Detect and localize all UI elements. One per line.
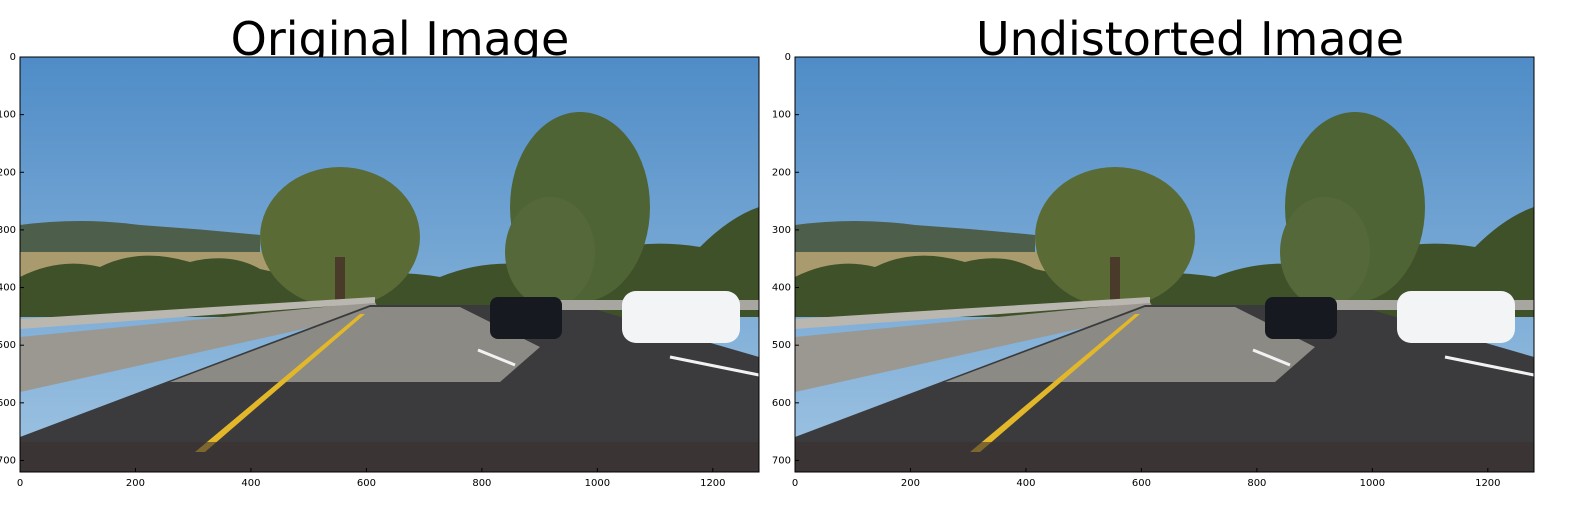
y-tick-label: 500 <box>772 340 791 351</box>
yellow-lane-line <box>970 314 1140 452</box>
y-tick-label: 0 <box>10 52 16 63</box>
white-dash-2 <box>669 355 760 377</box>
tree-left-trunk <box>335 257 345 307</box>
left-barrier <box>795 302 1155 392</box>
x-tick-label: 1200 <box>1475 478 1500 489</box>
x-tick-label: 200 <box>901 478 920 489</box>
y-tick-label: 200 <box>772 167 791 178</box>
concrete-patch <box>945 307 1315 382</box>
x-tick-label: 1000 <box>585 478 610 489</box>
x-tick-label: 600 <box>357 478 376 489</box>
y-tick-label: 600 <box>0 398 16 409</box>
x-tick-label: 0 <box>17 478 23 489</box>
road <box>20 305 759 472</box>
y-ticks: 0 100 200 300 400 500 600 700 <box>0 52 24 466</box>
guard-rail <box>795 297 1150 329</box>
y-tick-label: 500 <box>0 340 16 351</box>
y-tick-label: 300 <box>0 225 16 236</box>
tree-left-trunk <box>1110 257 1120 307</box>
photo-group <box>20 57 760 472</box>
undistorted-image-panel: Undistorted Image 0 200 400 600 800 1000 1200 … <box>772 0 1570 510</box>
x-tick-label: 400 <box>241 478 260 489</box>
original-image-panel: Original Image 0 200 400 600 800 1000 1200 0 10… <box>0 0 780 510</box>
tree-left <box>260 167 420 307</box>
axes-original: 0 200 400 600 800 1000 1200 0 100 200 300 400 500 60… <box>0 52 760 489</box>
y-tick-label: 400 <box>772 283 791 294</box>
road <box>795 305 1534 472</box>
hills <box>20 221 260 262</box>
white-dash-1 <box>477 348 516 367</box>
x-tick-label: 800 <box>1247 478 1266 489</box>
x-tick-label: 1200 <box>700 478 725 489</box>
white-dash-2 <box>1444 355 1535 377</box>
white-car <box>1397 291 1515 343</box>
x-tick-label: 200 <box>126 478 145 489</box>
concrete-patch <box>170 307 540 382</box>
axes-frame <box>19 56 760 473</box>
y-tick-label: 0 <box>785 52 791 63</box>
x-ticks: 0 200 400 600 800 1000 1200 <box>792 468 1501 489</box>
y-tick-label: 100 <box>772 110 791 121</box>
x-ticks: 0 200 400 600 800 1000 1200 <box>17 468 726 489</box>
x-tick-label: 1000 <box>1360 478 1385 489</box>
x-tick-label: 400 <box>1016 478 1035 489</box>
hood-shadow <box>20 442 759 472</box>
y-ticks: 0 100 200 300 400 500 600 700 <box>772 52 799 466</box>
y-tick-label: 400 <box>0 283 16 294</box>
x-tick-label: 600 <box>1132 478 1151 489</box>
axes-frame <box>794 56 1535 473</box>
y-tick-label: 100 <box>0 110 16 121</box>
yellow-lane-line <box>195 314 365 452</box>
black-car <box>490 297 562 339</box>
tree-right-2 <box>1280 197 1370 307</box>
y-tick-label: 300 <box>772 225 791 236</box>
guard-rail <box>20 297 375 329</box>
x-tick-label: 0 <box>792 478 798 489</box>
hills <box>795 221 1035 262</box>
white-dash-1 <box>1252 348 1291 367</box>
white-car <box>622 291 740 343</box>
y-tick-label: 600 <box>772 398 791 409</box>
hood-shadow <box>795 442 1534 472</box>
y-tick-label: 700 <box>0 455 16 466</box>
tree-left <box>1035 167 1195 307</box>
y-tick-label: 700 <box>772 455 791 466</box>
black-car <box>1265 297 1337 339</box>
axes-undistorted: 0 200 400 600 800 1000 1200 0 100 200 300 400 500 60… <box>772 52 1535 489</box>
photo-group <box>795 57 1535 472</box>
x-tick-label: 800 <box>472 478 491 489</box>
left-barrier <box>20 302 380 392</box>
tree-right-2 <box>505 197 595 307</box>
y-tick-label: 200 <box>0 167 16 178</box>
